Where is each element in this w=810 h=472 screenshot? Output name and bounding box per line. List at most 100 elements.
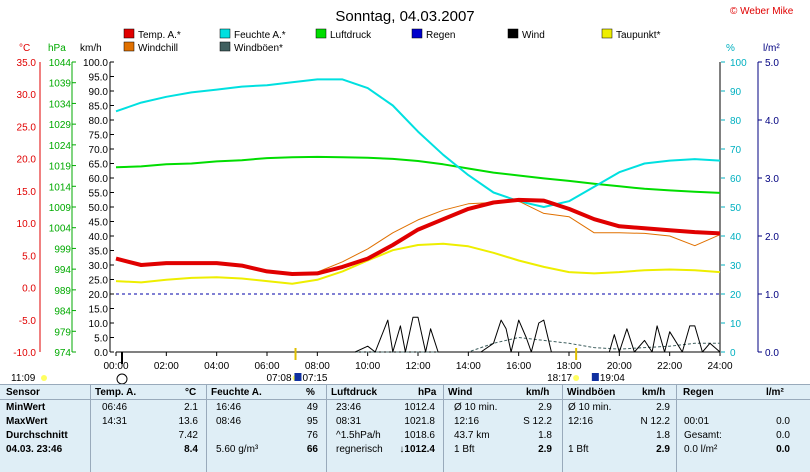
axis-tick-label: 60 — [730, 174, 742, 185]
legend-swatch — [601, 28, 613, 39]
axis-tick-label: 0.0 — [22, 284, 36, 295]
x-tick-label: 22:00 — [657, 361, 682, 372]
stat-pressure-time: 08:31 — [336, 416, 362, 427]
x-tick-label: 02:00 — [154, 361, 179, 372]
axis-tick-label: 75.0 — [89, 131, 109, 142]
header-pressure: Luftdruck — [331, 387, 378, 398]
axis-tick-label: 1029 — [49, 120, 72, 131]
axis-tick-label: 1004 — [49, 224, 72, 235]
axis-tick-label: 1024 — [49, 141, 72, 152]
legend-swatch — [219, 41, 231, 52]
axis-tick-label: 1009 — [49, 203, 72, 214]
stat-rain-value: 0.0 — [776, 430, 790, 441]
axis-tick-label: 20.0 — [89, 290, 109, 301]
axis-tick-label: 30 — [730, 261, 742, 272]
x-tick-label: 18:00 — [556, 361, 581, 372]
axis-tick-label: 85.0 — [89, 102, 109, 113]
axis-tick-label: 20.0 — [17, 155, 37, 166]
axis-tick-label: 80 — [730, 116, 742, 127]
stat-temp-value: 13.6 — [178, 416, 198, 427]
stat-gust-value: 2.9 — [656, 402, 670, 413]
header-temp-unit: °C — [185, 387, 197, 398]
stat-gust-value: 1.8 — [656, 430, 670, 441]
header-humidity: Feuchte A. — [211, 387, 262, 398]
axis-tick-label: 100.0 — [83, 58, 108, 69]
stats-table: Sensor Temp. A. °C Feuchte A. % Luftdruc… — [0, 384, 810, 472]
stat-gust-time: 12:16 — [568, 416, 594, 427]
axis-tick-label: 50 — [730, 203, 742, 214]
moon-marker-icon — [294, 373, 302, 381]
stat-humidity-value: 66 — [306, 444, 318, 455]
axis-tick-label: 60.0 — [89, 174, 109, 185]
rain-axis-unit: l/m² — [763, 43, 780, 54]
temp-axis-unit: °C — [19, 43, 30, 54]
stat-pressure-time: 23:46 — [336, 402, 362, 413]
axis-tick-label: 5.0 — [765, 58, 779, 69]
stat-gust-time: 1 Bft — [568, 444, 589, 455]
axis-tick-label: 35.0 — [89, 247, 109, 258]
series-line-tempa — [115, 197, 721, 276]
axis-tick-label: -5.0 — [19, 316, 37, 327]
chart-title: Sonntag, 04.03.2007 — [335, 8, 474, 25]
stat-wind-value: 2.9 — [538, 444, 552, 455]
x-tick-label: 24:00 — [707, 361, 732, 372]
astro-time-label: 07:15 — [302, 373, 327, 384]
axis-tick-label: 0 — [730, 348, 736, 359]
x-tick-label: 20:00 — [607, 361, 632, 372]
stat-rain-time: 0.0 l/m² — [684, 444, 718, 455]
axis-tick-label: 1039 — [49, 79, 72, 90]
dawn-time-label: 11:09 — [11, 373, 36, 384]
stat-row-label: 04.03. 23:46 — [6, 444, 63, 455]
axis-tick-label: 55.0 — [89, 189, 109, 200]
stat-pressure-value: 1021.8 — [404, 416, 435, 427]
axis-tick-label: 95.0 — [89, 73, 109, 84]
moonrise-marker-icon — [591, 373, 599, 381]
x-tick-label: 04:00 — [204, 361, 229, 372]
axis-tick-label: 25.0 — [17, 122, 37, 133]
sunset-marker-icon — [573, 375, 580, 381]
dawn-icon — [41, 375, 47, 381]
header-humidity-unit: % — [306, 387, 315, 398]
clock-icon — [116, 373, 128, 384]
stat-gust-time: Ø 10 min. — [568, 402, 612, 413]
axis-tick-label: 979 — [54, 327, 71, 338]
axis-tick-label: 15.0 — [89, 305, 109, 316]
axis-tick-label: 4.0 — [765, 116, 779, 127]
axis-tick-label: 35.0 — [17, 58, 37, 69]
astro-time-label: 19:04 — [600, 373, 625, 384]
axis-tick-label: 30.0 — [89, 261, 109, 272]
axis-tick-label: 30.0 — [17, 90, 37, 101]
stat-temp-time: 06:46 — [102, 402, 128, 413]
axis-tick-label: 100 — [730, 58, 747, 69]
axis-tick-label: 0.0 — [765, 348, 779, 359]
x-tick-label: 14:00 — [456, 361, 481, 372]
header-rain-unit: l/m² — [766, 387, 784, 398]
stat-row-label: MinWert — [6, 402, 46, 413]
legend-swatch — [123, 28, 135, 39]
stat-pressure-time: ^1.5hPa/h — [336, 430, 381, 441]
stat-humidity-time: 16:46 — [216, 402, 242, 413]
stat-humidity-time: 5.60 g/m³ — [216, 444, 259, 455]
axis-tick-label: 1034 — [49, 99, 72, 110]
axis-tick-label: 984 — [54, 307, 71, 318]
series-line-luftdruck — [115, 155, 721, 194]
axis-tick-label: 1.0 — [765, 290, 779, 301]
stat-pressure-value: 1018.6 — [404, 430, 435, 441]
legend-label: Feuchte A.* — [234, 30, 286, 41]
x-tick-label: 12:00 — [405, 361, 430, 372]
stat-temp-time: 14:31 — [102, 416, 128, 427]
header-rain: Regen — [683, 387, 714, 398]
legend-swatch — [411, 28, 423, 39]
axis-tick-label: 70.0 — [89, 145, 109, 156]
stat-humidity-value: 95 — [306, 416, 318, 427]
axis-tick-label: 40 — [730, 232, 742, 243]
stat-humidity-value: 49 — [306, 402, 318, 413]
stat-wind-value: 2.9 — [538, 402, 552, 413]
stat-temp-value: 2.1 — [184, 402, 198, 413]
series-line-feuchtea — [115, 78, 721, 208]
marker-layer: 07:08 07:15 18:17 19:04 11:09 — [11, 348, 625, 384]
series-layer — [115, 78, 721, 353]
axis-tick-label: 10.0 — [89, 319, 109, 330]
stat-rain-time: 00:01 — [684, 416, 710, 427]
stat-rain-time: Gesamt: — [684, 430, 722, 441]
